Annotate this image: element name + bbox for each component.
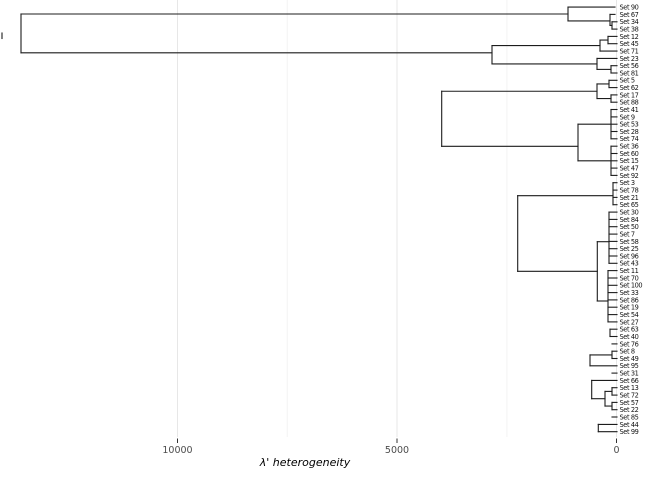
leaf-label: Set 38 <box>620 26 639 34</box>
leaf-label: Set 67 <box>620 11 639 19</box>
leaf-label: Set 56 <box>620 62 639 70</box>
x-axis-tick-label: 0 <box>613 445 619 456</box>
leaf-label: Set 13 <box>620 384 639 392</box>
leaf-label: Set 27 <box>620 318 639 326</box>
leaf-label: Set 63 <box>620 326 639 334</box>
leaf-label: Set 33 <box>620 289 639 297</box>
leaf-label: Set 17 <box>620 91 639 99</box>
leaf-label: Set 45 <box>620 40 639 48</box>
leaf-label: Set 43 <box>620 260 639 268</box>
leaf-label: Set 47 <box>620 165 639 173</box>
leaf-label: Set 22 <box>620 406 639 414</box>
leaf-label: Set 58 <box>620 238 639 246</box>
leaf-label: Set 49 <box>620 355 639 363</box>
leaf-label: Set 84 <box>620 216 639 224</box>
leaf-label: Set 3 <box>620 179 635 187</box>
leaf-label: Set 86 <box>620 296 639 304</box>
leaf-label: Set 25 <box>620 245 639 253</box>
x-axis-tick-label: 5000 <box>385 445 409 456</box>
leaf-label: Set 8 <box>620 348 635 356</box>
leaf-label: Set 74 <box>620 135 639 143</box>
x-axis-title: λ' heterogeneity <box>259 456 351 469</box>
leaf-label: Set 19 <box>620 304 639 312</box>
leaf-label: Set 15 <box>620 157 639 165</box>
leaf-label: Set 50 <box>620 223 639 231</box>
leaf-label: Set 44 <box>620 421 639 429</box>
leaf-label: Set 90 <box>620 4 639 12</box>
x-axis-tick-label: 10000 <box>162 445 192 456</box>
leaf-label: Set 21 <box>620 194 639 202</box>
leaf-label: Set 40 <box>620 333 639 341</box>
leaf-label: Set 28 <box>620 128 639 136</box>
leaf-label: Set 99 <box>620 428 639 436</box>
leaf-label: Set 30 <box>620 209 639 217</box>
leaf-label: Set 78 <box>620 187 639 195</box>
leaf-label: Set 11 <box>620 267 639 275</box>
leaf-label: Set 88 <box>620 99 639 107</box>
leaf-label: Set 54 <box>620 311 639 319</box>
leaf-label: Set 23 <box>620 55 639 63</box>
leaf-label: Set 36 <box>620 143 639 151</box>
leaf-label: Set 66 <box>620 377 639 385</box>
leaf-label: Set 65 <box>620 201 639 209</box>
leaf-label: Set 62 <box>620 84 639 92</box>
leaf-label: Set 71 <box>620 48 639 56</box>
leaf-label: Set 95 <box>620 362 639 370</box>
leaf-label: Set 81 <box>620 69 639 77</box>
leaf-label: Set 5 <box>620 77 635 85</box>
leaf-label: Set 34 <box>620 18 639 26</box>
leaf-label: Set 70 <box>620 274 639 282</box>
leaf-label: Set 41 <box>620 106 639 114</box>
leaf-label: Set 53 <box>620 121 639 129</box>
leaf-label: Set 57 <box>620 399 639 407</box>
leaf-label: Set 60 <box>620 150 639 158</box>
leaf-label: Set 92 <box>620 172 639 180</box>
leaf-label: Set 85 <box>620 413 639 421</box>
leaf-label: Set 96 <box>620 252 639 260</box>
leaf-label: Set 12 <box>620 33 639 41</box>
leaf-label: Set 72 <box>620 392 639 400</box>
leaf-label: Set 7 <box>620 231 635 239</box>
leaf-label: Set 100 <box>620 282 643 290</box>
leaf-label: Set 31 <box>620 370 639 378</box>
leaf-label: Set 9 <box>620 113 635 121</box>
leaf-label: Set 76 <box>620 340 639 348</box>
